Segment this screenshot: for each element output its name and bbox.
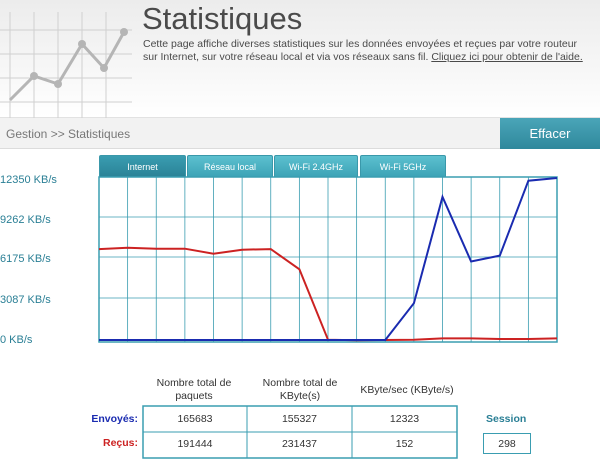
tab-reseau-local[interactable]: Réseau local — [187, 155, 273, 177]
row-label-received: Reçus: — [102, 437, 138, 449]
y-tick-label: 3087 KB/s — [0, 294, 51, 306]
tab-internet[interactable]: Internet — [99, 155, 186, 177]
tab-wifi-24ghz[interactable]: Wi-Fi 2.4GHz — [274, 155, 358, 177]
col-header-packets: Nombre total de paquets — [156, 377, 232, 402]
col-header-rate: KByte/sec (KByte/s) — [360, 384, 454, 396]
sent-kbytes: 155327 — [281, 413, 318, 425]
received-kbytes: 231437 — [281, 438, 318, 450]
received-rate: 152 — [395, 438, 414, 450]
help-link[interactable]: Cliquez ici pour obtenir de l'aide. — [431, 51, 583, 63]
series-line-recus — [98, 246, 558, 342]
clear-button[interactable]: Effacer — [500, 118, 600, 149]
toolbar: Gestion >> Statistiques Effacer — [0, 118, 600, 149]
y-tick-label: 12350 KB/s — [0, 174, 57, 186]
breadcrumb: Gestion >> Statistiques — [6, 127, 131, 141]
tab-wifi-5ghz[interactable]: Wi-Fi 5GHz — [360, 155, 446, 177]
series-line-envoyes — [99, 177, 558, 341]
statistics-graph-icon — [0, 12, 132, 118]
page-header: Statistiques Cette page affiche diverses… — [0, 0, 600, 118]
intro-text: Cette page affiche diverses statistiques… — [143, 38, 593, 64]
sent-rate: 12323 — [389, 413, 420, 425]
session-value: 298 — [483, 433, 531, 454]
row-label-sent: Envoyés: — [91, 413, 138, 425]
y-tick-label: 6175 KB/s — [0, 253, 51, 265]
session-label: Session — [486, 413, 527, 425]
intro-description: Cette page affiche diverses statistiques… — [143, 38, 578, 63]
col-header-kbytes: Nombre total de KByte(s) — [262, 377, 338, 402]
y-tick-label: 9262 KB/s — [0, 214, 51, 226]
y-tick-label: 0 KB/s — [0, 334, 33, 346]
sent-packets: 165683 — [177, 413, 213, 425]
page-title: Statistiques — [142, 1, 303, 36]
received-packets: 191444 — [177, 438, 213, 450]
